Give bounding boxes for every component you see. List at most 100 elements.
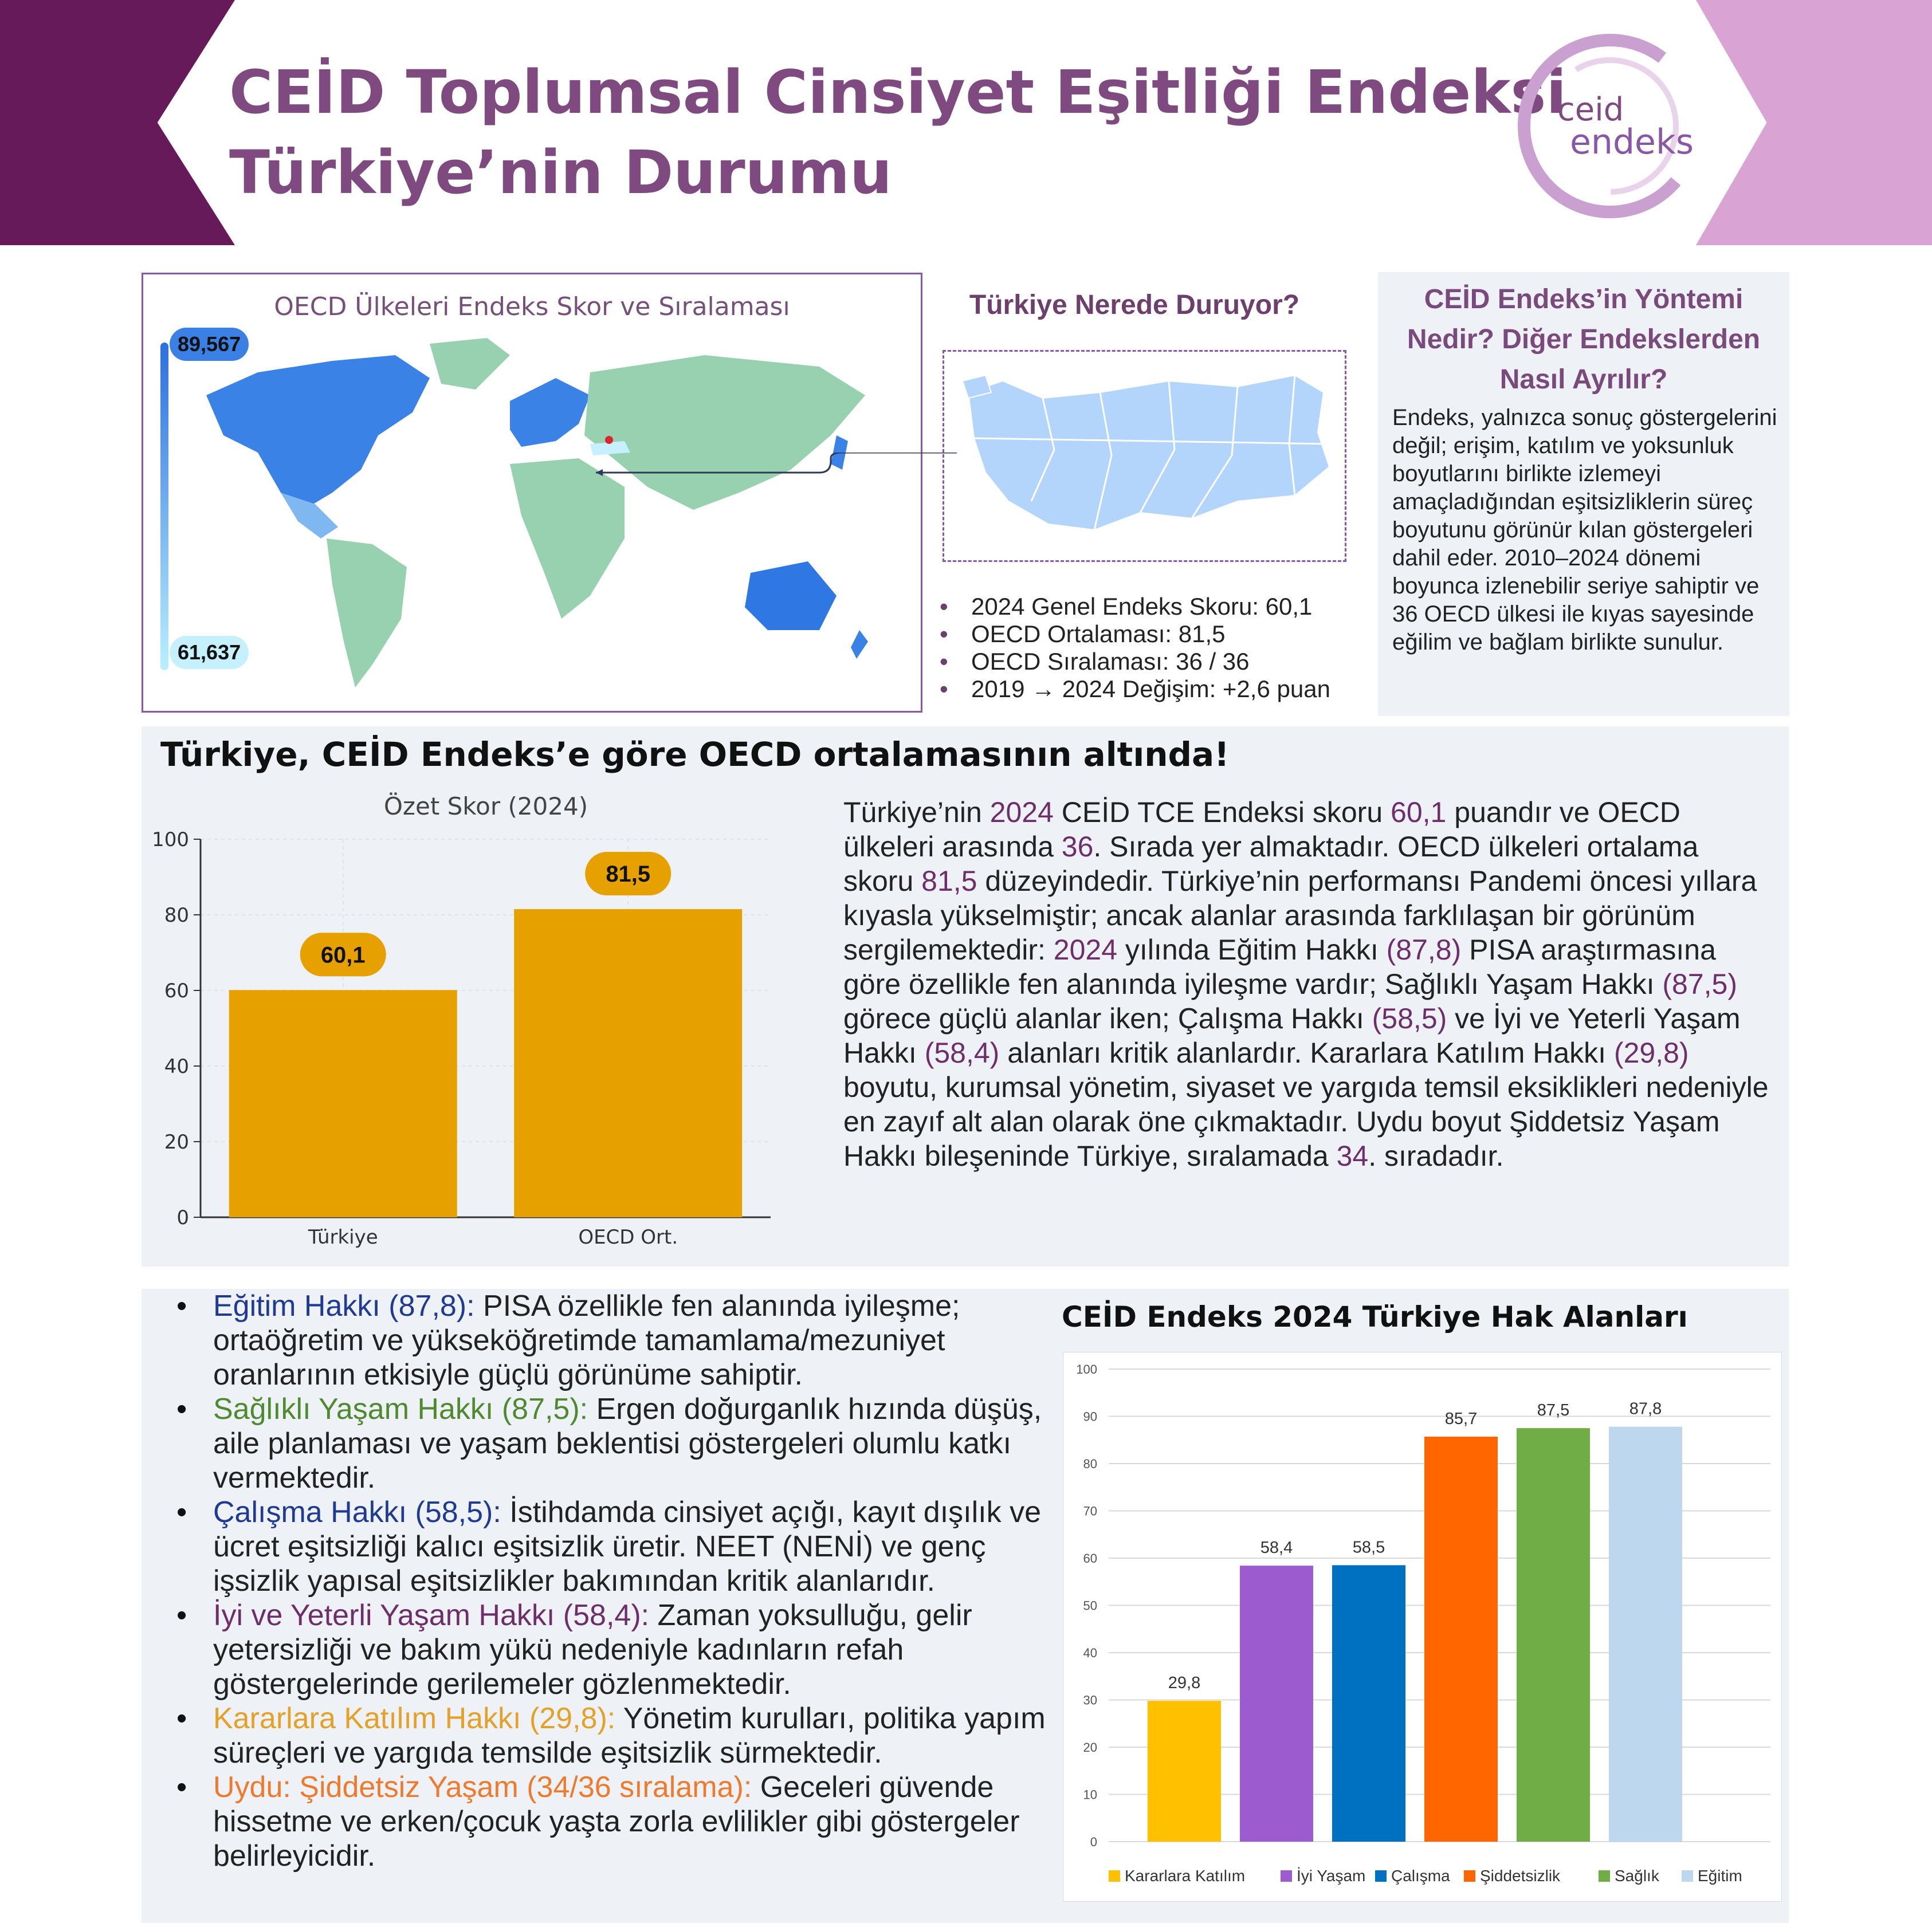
- summary-category-label: Türkiye: [308, 1226, 378, 1249]
- summary-highlight: (58,5): [1372, 1002, 1447, 1035]
- summary-ytick-label: 100: [152, 828, 189, 851]
- summary-ytick-label: 40: [164, 1055, 189, 1078]
- rights-legend-swatch: [1375, 1870, 1387, 1882]
- map-mexico: [281, 493, 338, 538]
- map-new-zealand: [851, 630, 868, 659]
- rights-list-item: Sağlıklı Yaşam Hakkı (87,5): Ergen doğur…: [172, 1392, 1066, 1495]
- summary-text-run: düzeyindedir. Türkiye’nin performansı Pa…: [843, 865, 1757, 966]
- rights-item-text: Yönetim kurulları, politika yapım süreçl…: [213, 1702, 1046, 1769]
- rights-legend-swatch: [1281, 1870, 1292, 1882]
- rights-item-text: Geceleri güvende hissetme ve erken/çocuk…: [213, 1771, 1020, 1873]
- rights-ytick-label: 80: [1083, 1457, 1097, 1471]
- summary-text-run: yılında Eğitim Hakkı: [1117, 934, 1387, 966]
- summary-highlight: 34: [1336, 1140, 1369, 1172]
- method-panel-text: Endeks, yalnızca sonuç göstergelerini de…: [1392, 405, 1777, 655]
- rights-legend-label: Kararlara Katılım: [1125, 1867, 1245, 1885]
- header-left-band: [0, 0, 235, 245]
- rights-list-item: Uydu: Şiddetsiz Yaşam (34/36 sıralama): …: [172, 1770, 1066, 1873]
- summary-ytick-label: 60: [164, 980, 189, 1002]
- map-legend-max: 89,567: [170, 328, 249, 361]
- rights-legend-label: Eğitim: [1698, 1867, 1742, 1885]
- rights-legend-label: Çalışma: [1391, 1867, 1450, 1885]
- rights-legend-swatch: [1599, 1870, 1610, 1882]
- rights-item-text: İstihdamda cinsiyet açığı, kayıt dışılık…: [213, 1496, 1041, 1598]
- map-europe: [510, 378, 590, 447]
- summary-bar: [229, 990, 457, 1217]
- rights-bar: [1240, 1566, 1313, 1842]
- rights-legend-swatch: [1109, 1870, 1120, 1882]
- summary-value-pill: [300, 933, 386, 977]
- rights-item-name: Çalışma Hakkı (58,5):: [213, 1496, 501, 1529]
- logo-text-top: ceid: [1557, 91, 1624, 128]
- summary-value-label: 60,1: [321, 942, 366, 968]
- rights-item-text: Zaman yoksulluğu, gelir yetersizliği ve …: [213, 1599, 972, 1701]
- map-australia: [745, 561, 837, 630]
- rights-value-label: 87,8: [1629, 1400, 1662, 1418]
- summary-text-run: görece güçlü alanlar iken; Çalışma Hakkı: [843, 1002, 1372, 1035]
- fact-item: OECD Ortalaması: 81,5: [940, 620, 1330, 648]
- summary-text-run: puandır ve OECD ülkeleri arasında: [843, 796, 1680, 863]
- rights-item-name: İyi ve Yeterli Yaşam Hakkı (58,4):: [213, 1599, 650, 1632]
- fact-item: 2019 → 2024 Değişim: +2,6 puan: [940, 675, 1330, 703]
- summary-text-run: boyutu, kurumsal yönetim, siyaset ve yar…: [843, 1071, 1769, 1172]
- summary-highlight: (87,5): [1662, 968, 1737, 1000]
- rights-value-label: 87,5: [1537, 1401, 1569, 1419]
- turkey-map-frame: [943, 350, 1346, 562]
- rights-ytick-label: 50: [1083, 1599, 1097, 1613]
- summary-highlight: 2024: [989, 796, 1054, 828]
- summary-chart-title: Özet Skor (2024): [384, 792, 588, 820]
- rights-bar: [1332, 1565, 1405, 1842]
- rights-value-label: 29,8: [1168, 1674, 1200, 1692]
- rights-item-name: Sağlıklı Yaşam Hakkı (87,5):: [213, 1393, 588, 1426]
- summary-paragraph: Türkiye’nin 2024 CEİD TCE Endeksi skoru …: [843, 795, 1772, 1173]
- summary-category-label: OECD Ort.: [578, 1226, 678, 1249]
- rights-legend-label: Sağlık: [1615, 1867, 1660, 1885]
- summary-ytick-label: 20: [164, 1131, 189, 1154]
- summary-highlight: 36: [1061, 831, 1094, 863]
- rights-item-name: Eğitim Hakkı (87,8):: [213, 1289, 475, 1323]
- rights-ytick-label: 70: [1083, 1504, 1097, 1519]
- map-legend-gradient: [160, 343, 168, 670]
- map-asia: [584, 355, 865, 510]
- rights-list-item: Eğitim Hakkı (87,8): PISA özellikle fen …: [172, 1289, 1066, 1392]
- rights-bar: [1609, 1426, 1682, 1842]
- rights-list: Eğitim Hakkı (87,8): PISA özellikle fen …: [172, 1289, 1066, 1873]
- summary-ytick-label: 80: [164, 904, 189, 927]
- summary-headline: Türkiye, CEİD Endeks’e göre OECD ortalam…: [160, 735, 1230, 774]
- map-africa: [510, 458, 625, 619]
- turkey-map: [961, 374, 1330, 531]
- rights-value-label: 85,7: [1445, 1410, 1477, 1428]
- summary-bar: [514, 909, 743, 1217]
- map-greenland: [430, 338, 510, 390]
- rights-item-text: PISA özellikle fen alanında iyileşme; or…: [213, 1289, 960, 1391]
- map-north-america: [206, 355, 430, 510]
- rights-item-text: Ergen doğurganlık hızında düşüş, aile pl…: [213, 1393, 1042, 1495]
- page-title-line1: CEİD Toplumsal Cinsiyet Eşitliği Endeksi: [229, 57, 1567, 127]
- summary-score-chart: 0 20 40 60 80 100 60,1 Türkiye 81,5 OECD Ort. Öz…: [152, 792, 771, 1249]
- summary-text-run: . Sırada yer almaktadır. OECD ülkeleri o…: [843, 831, 1699, 897]
- map-legend-min: 61,637: [170, 636, 249, 669]
- rights-value-label: 58,5: [1353, 1538, 1385, 1556]
- fact-item: 2024 Genel Endeks Skoru: 60,1: [940, 593, 1330, 620]
- summary-highlight: 81,5: [921, 865, 977, 897]
- rights-ytick-label: 100: [1076, 1362, 1097, 1377]
- summary-text-run: Türkiye’nin: [843, 796, 990, 828]
- map-panel-title: OECD Ülkeleri Endeks Skor ve Sıralaması: [274, 292, 790, 321]
- rights-chart-title: CEİD Endeks 2024 Türkiye Hak Alanları: [1062, 1300, 1688, 1334]
- summary-text-run: . sıradadır.: [1368, 1140, 1504, 1172]
- rights-item-name: Uydu: Şiddetsiz Yaşam (34/36 sıralama):: [213, 1771, 752, 1804]
- rights-bar: [1517, 1428, 1590, 1842]
- summary-ytick-label: 0: [176, 1206, 189, 1229]
- summary-value-label: 81,5: [606, 862, 650, 887]
- summary-highlight: (29,8): [1613, 1037, 1689, 1069]
- rights-ytick-label: 10: [1083, 1788, 1097, 1802]
- summary-value-pill: [585, 852, 672, 896]
- rights-bar: [1424, 1436, 1498, 1842]
- rights-ytick-label: 30: [1083, 1693, 1097, 1708]
- rights-ytick-label: 60: [1083, 1551, 1097, 1566]
- map-pin-icon: [605, 436, 613, 444]
- rights-item-name: Kararlara Katılım Hakkı (29,8):: [213, 1702, 616, 1735]
- page-title-line2: Türkiye’nin Durumu: [229, 137, 893, 207]
- rights-legend-swatch: [1464, 1870, 1475, 1882]
- method-panel-title: CEİD Endeks’in Yöntemi Nedir? Diğer Ende…: [1407, 284, 1761, 395]
